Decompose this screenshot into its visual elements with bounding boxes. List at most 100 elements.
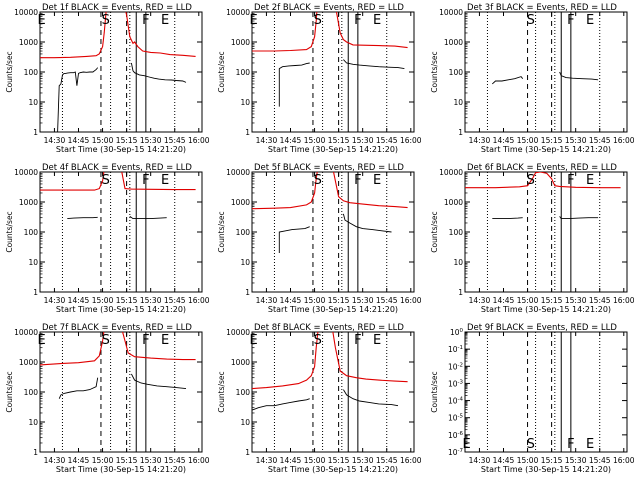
lld-series-line xyxy=(40,12,196,59)
marker-label-e1: E xyxy=(249,333,257,348)
x-tick-label: 14:30 xyxy=(44,296,66,305)
marker-label-f: F xyxy=(567,437,574,452)
plot-title: Det 7f BLACK = Events, RED = LLD xyxy=(42,323,192,333)
x-axis-label: Start Time (30-Sep-15 14:21:20) xyxy=(268,145,398,154)
y-tick-label: 100 xyxy=(450,328,464,337)
y-tick-label: 10-1 xyxy=(448,345,463,354)
y-tick-label: 10 xyxy=(453,258,463,267)
x-tick-label: 16:00 xyxy=(613,456,635,465)
plot-title: Det 3f BLACK = Events, RED = LLD xyxy=(467,3,617,13)
x-tick-label: 14:45 xyxy=(493,456,515,465)
x-tick-label: 15:45 xyxy=(164,296,186,305)
x-tick-label: 14:30 xyxy=(44,456,66,465)
x-tick-label: 15:30 xyxy=(565,136,587,145)
x-tick-label: 15:00 xyxy=(92,136,114,145)
x-tick-label: 15:30 xyxy=(140,136,162,145)
panel-det-2: Det 2f BLACK = Events, RED = LLD 14:30 14:… xyxy=(217,3,422,154)
y-tick-label: 10000 xyxy=(14,8,38,17)
y-tick-label: 10000 xyxy=(14,328,38,337)
x-tick-label: 14:30 xyxy=(469,456,491,465)
events-series-line xyxy=(252,389,399,411)
marker-label-f: F xyxy=(567,13,574,28)
y-tick-label: 1 xyxy=(458,128,463,137)
plot-area xyxy=(252,172,408,292)
x-tick-label: 15:45 xyxy=(376,136,398,145)
events-series-line xyxy=(57,62,187,132)
plot-area xyxy=(252,12,408,132)
plot-frame xyxy=(464,171,628,293)
x-tick-label: 15:30 xyxy=(565,456,587,465)
lld-series-line xyxy=(465,172,621,189)
y-tick-label: 10 xyxy=(453,98,463,107)
marker-label-e2: E xyxy=(373,173,381,188)
x-axis-label: Start Time (30-Sep-15 14:21:20) xyxy=(481,145,611,154)
x-tick-label: 15:30 xyxy=(140,296,162,305)
events-series-line xyxy=(491,71,599,85)
y-axis-label: Counts/sec xyxy=(430,371,439,412)
x-tick-label: 15:30 xyxy=(565,296,587,305)
y-tick-label: 100 xyxy=(236,388,251,397)
marker-label-s: S xyxy=(102,173,110,188)
y-tick-label: 100 xyxy=(24,68,39,77)
marker-label-s: S xyxy=(527,173,535,188)
x-tick-label: 15:15 xyxy=(116,136,138,145)
y-tick-exponent: -4 xyxy=(458,397,464,403)
x-tick-label: 15:00 xyxy=(304,456,326,465)
plot-title: Det 1f BLACK = Events, RED = LLD xyxy=(42,3,192,13)
marker-label-s: S xyxy=(314,173,322,188)
x-tick-label: 15:45 xyxy=(376,456,398,465)
plot-frame xyxy=(39,11,203,133)
marker-label-s: S xyxy=(527,437,535,452)
marker-label-e1: E xyxy=(249,13,257,28)
plot-frame xyxy=(464,331,628,453)
marker-label-f: F xyxy=(142,173,149,188)
y-tick-label: 10 xyxy=(240,258,250,267)
x-tick-label: 14:30 xyxy=(256,456,278,465)
x-tick-label: 14:30 xyxy=(256,136,278,145)
y-tick-label: 10000 xyxy=(226,328,250,337)
y-axis-label: Counts/sec xyxy=(430,211,439,252)
x-tick-label: 16:00 xyxy=(188,456,210,465)
y-tick-label: 100 xyxy=(236,68,251,77)
y-tick-label: 1000 xyxy=(19,198,38,207)
x-tick-label: 15:00 xyxy=(517,296,539,305)
x-tick-label: 14:45 xyxy=(68,136,90,145)
panel-det-3: Det 3f BLACK = Events, RED = LLD 14:30 14:… xyxy=(430,3,635,154)
marker-label-e2: E xyxy=(586,437,594,452)
plot-title: Det 2f BLACK = Events, RED = LLD xyxy=(254,3,404,13)
x-tick-label: 15:15 xyxy=(541,456,563,465)
panel-det-4: Det 4f BLACK = Events, RED = LLD 14:30 14:… xyxy=(5,163,210,314)
y-tick-label: 10000 xyxy=(226,168,250,177)
x-axis-label: Start Time (30-Sep-15 14:21:20) xyxy=(56,145,186,154)
x-tick-label: 15:15 xyxy=(541,136,563,145)
x-axis-label: Start Time (30-Sep-15 14:21:20) xyxy=(481,305,611,314)
plot-area xyxy=(40,332,196,452)
events-series-line xyxy=(492,216,599,220)
marker-label-s: S xyxy=(527,13,535,28)
y-tick-label: 1 xyxy=(458,288,463,297)
marker-label-e2: E xyxy=(161,173,169,188)
y-tick-exponent: -3 xyxy=(458,379,464,385)
plot-title: Det 5f BLACK = Events, RED = LLD xyxy=(254,163,404,173)
y-tick-label: 10 xyxy=(28,418,38,427)
panel-det-8: Det 8f BLACK = Events, RED = LLD 14:30 14:… xyxy=(217,323,422,474)
y-tick-label: 1000 xyxy=(231,358,250,367)
x-tick-label: 15:30 xyxy=(352,456,374,465)
x-tick-label: 15:45 xyxy=(376,296,398,305)
y-tick-label: 10 xyxy=(28,98,38,107)
x-tick-label: 15:00 xyxy=(517,456,539,465)
plot-area xyxy=(40,172,196,292)
marker-label-e1: E xyxy=(37,333,45,348)
x-tick-label: 16:00 xyxy=(613,296,635,305)
marker-label-e2: E xyxy=(161,13,169,28)
panel-det-6: Det 6f BLACK = Events, RED = LLD 14:30 14:… xyxy=(430,163,635,314)
y-tick-exponent: -6 xyxy=(458,431,464,437)
x-tick-label: 16:00 xyxy=(400,296,422,305)
y-tick-exponent: -7 xyxy=(458,448,464,454)
y-axis-label: Counts/sec xyxy=(217,51,226,92)
x-tick-label: 16:00 xyxy=(188,296,210,305)
marker-label-s: S xyxy=(102,333,110,348)
y-axis-label: Counts/sec xyxy=(217,371,226,412)
y-tick-label: 10000 xyxy=(439,168,463,177)
